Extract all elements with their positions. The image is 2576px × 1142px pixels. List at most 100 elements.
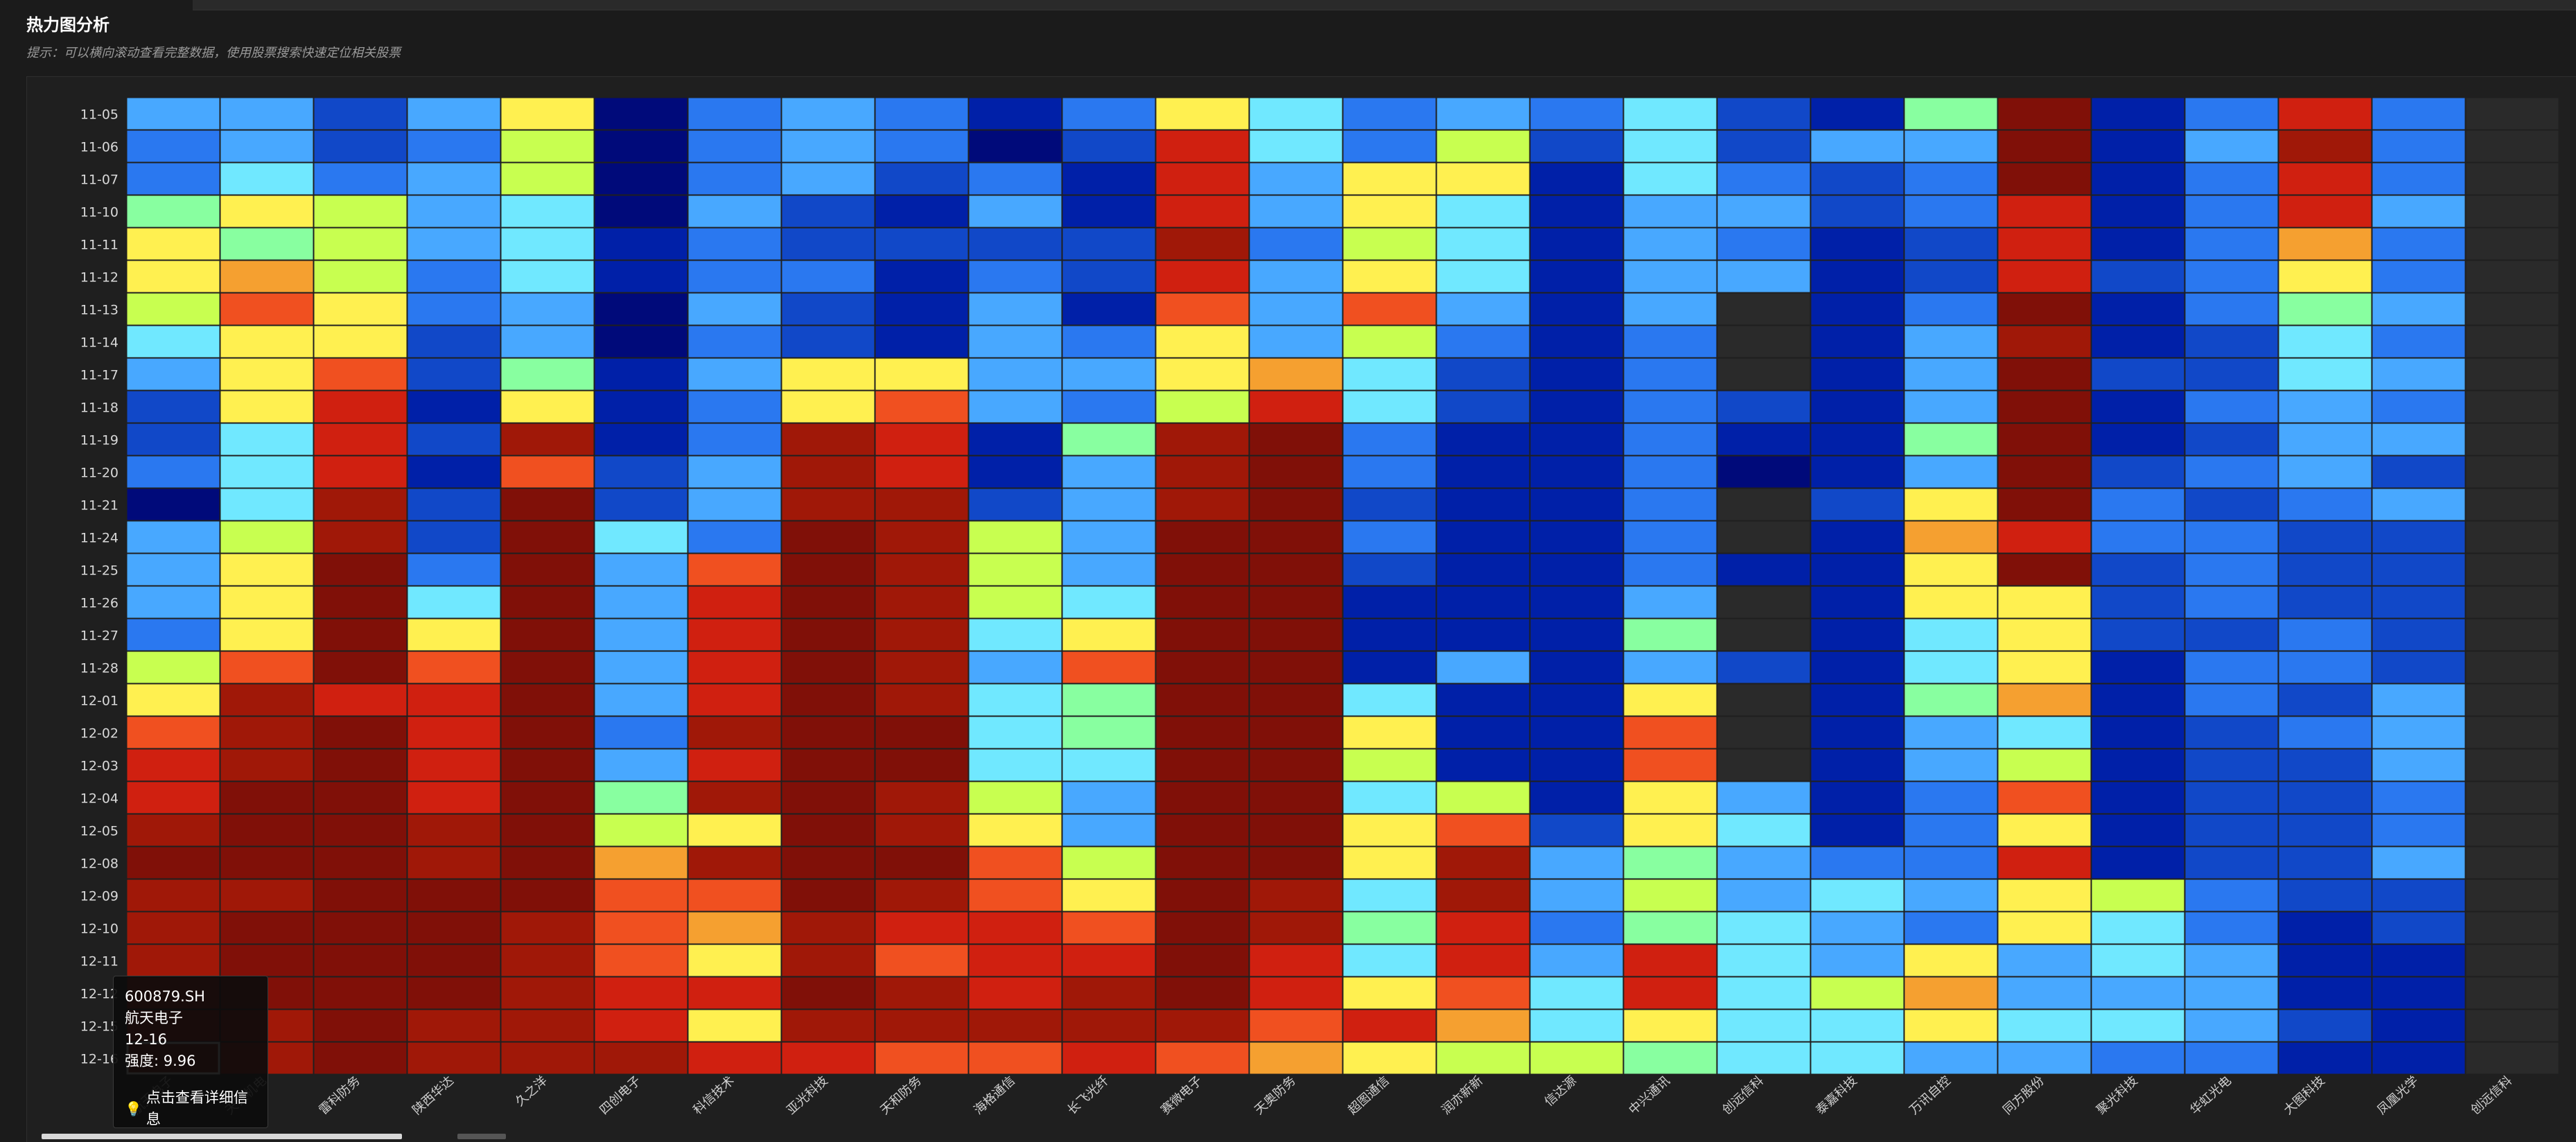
heatmap-cell[interactable] [1436, 260, 1530, 293]
heatmap-cell[interactable] [875, 1042, 969, 1075]
heatmap-cell[interactable] [1342, 976, 1437, 1010]
heatmap-cell[interactable] [126, 944, 220, 977]
heatmap-cell[interactable] [1062, 1042, 1156, 1075]
heatmap-cell[interactable] [1436, 390, 1530, 423]
heatmap-cell[interactable] [2184, 292, 2279, 326]
heatmap-cell[interactable] [1810, 683, 1904, 717]
heatmap-cell[interactable] [1623, 325, 1717, 358]
heatmap-cell[interactable] [781, 520, 875, 554]
heatmap-cell[interactable] [968, 130, 1062, 163]
heatmap-cell[interactable] [1623, 879, 1717, 912]
heatmap-cell[interactable] [2278, 455, 2372, 489]
heatmap-cell[interactable] [126, 423, 220, 456]
heatmap-cell[interactable] [875, 488, 969, 521]
heatmap-cell[interactable] [1810, 1042, 1904, 1075]
heatmap-cell[interactable] [594, 683, 688, 717]
heatmap-cell[interactable] [407, 390, 501, 423]
heatmap-cell[interactable] [126, 130, 220, 163]
heatmap-cell[interactable] [1623, 748, 1717, 782]
heatmap-cell[interactable] [2372, 716, 2466, 749]
heatmap-cell[interactable] [126, 292, 220, 326]
heatmap-cell[interactable] [407, 455, 501, 489]
heatmap-cell[interactable] [407, 260, 501, 293]
heatmap-cell[interactable] [1717, 292, 1811, 326]
heatmap-cell[interactable] [1810, 390, 1904, 423]
heatmap-cell[interactable] [1155, 911, 1250, 945]
heatmap-cell[interactable] [875, 520, 969, 554]
heatmap-cell[interactable] [1062, 260, 1156, 293]
heatmap-cell[interactable] [2465, 976, 2559, 1010]
heatmap-cell[interactable] [1623, 455, 1717, 489]
heatmap-cell[interactable] [2184, 488, 2279, 521]
heatmap-cell[interactable] [1436, 716, 1530, 749]
heatmap-cell[interactable] [1342, 781, 1437, 814]
heatmap-cell[interactable] [1062, 911, 1156, 945]
heatmap-cell[interactable] [781, 292, 875, 326]
heatmap-cell[interactable] [781, 879, 875, 912]
heatmap-cell[interactable] [2372, 97, 2466, 130]
heatmap-cell[interactable] [1810, 227, 1904, 261]
heatmap-cell[interactable] [1062, 292, 1156, 326]
heatmap-cell[interactable] [313, 227, 408, 261]
heatmap-cell[interactable] [1530, 553, 1624, 586]
heatmap-cell[interactable] [1436, 651, 1530, 684]
heatmap-cell[interactable] [1342, 1042, 1437, 1075]
heatmap-cell[interactable] [500, 325, 595, 358]
heatmap-cell[interactable] [875, 130, 969, 163]
heatmap-cell[interactable] [687, 944, 782, 977]
heatmap-cell[interactable] [2091, 390, 2185, 423]
heatmap-cell[interactable] [1436, 586, 1530, 619]
heatmap-cell[interactable] [2091, 618, 2185, 651]
heatmap-cell[interactable] [2465, 130, 2559, 163]
heatmap-cell[interactable] [1623, 488, 1717, 521]
heatmap-cell[interactable] [2091, 976, 2185, 1010]
heatmap-cell[interactable] [687, 423, 782, 456]
heatmap-cell[interactable] [2278, 130, 2372, 163]
heatmap-cell[interactable] [407, 716, 501, 749]
heatmap-cell[interactable] [1810, 781, 1904, 814]
heatmap-cell[interactable] [2465, 227, 2559, 261]
heatmap-cell[interactable] [781, 97, 875, 130]
heatmap-cell[interactable] [1623, 716, 1717, 749]
heatmap-cell[interactable] [1717, 162, 1811, 195]
heatmap-cell[interactable] [126, 162, 220, 195]
heatmap-cell[interactable] [2372, 618, 2466, 651]
heatmap-cell[interactable] [1436, 325, 1530, 358]
heatmap-cell[interactable] [313, 162, 408, 195]
heatmap-cell[interactable] [1436, 423, 1530, 456]
heatmap-cell[interactable] [2278, 814, 2372, 847]
heatmap-cell[interactable] [1062, 683, 1156, 717]
heatmap-cell[interactable] [500, 292, 595, 326]
heatmap-cell[interactable] [781, 325, 875, 358]
heatmap-cell[interactable] [687, 651, 782, 684]
heatmap-cell[interactable] [875, 227, 969, 261]
heatmap-cell[interactable] [2465, 97, 2559, 130]
heatmap-cell[interactable] [781, 911, 875, 945]
heatmap-cell[interactable] [1249, 358, 1343, 391]
heatmap-cell[interactable] [1997, 260, 2092, 293]
heatmap-cell[interactable] [2278, 1009, 2372, 1042]
heatmap-cell[interactable] [1155, 195, 1250, 228]
heatmap-cell[interactable] [1717, 520, 1811, 554]
heatmap-cell[interactable] [594, 520, 688, 554]
heatmap-cell[interactable] [1155, 976, 1250, 1010]
heatmap-cell[interactable] [594, 97, 688, 130]
heatmap-cell[interactable] [407, 97, 501, 130]
heatmap-cell[interactable] [1623, 911, 1717, 945]
heatmap-cell[interactable] [1249, 390, 1343, 423]
heatmap-cell[interactable] [2372, 748, 2466, 782]
heatmap-cell[interactable] [968, 260, 1062, 293]
heatmap-cell[interactable] [2091, 553, 2185, 586]
heatmap-cell[interactable] [1436, 879, 1530, 912]
heatmap-cell[interactable] [1717, 716, 1811, 749]
heatmap-cell[interactable] [126, 553, 220, 586]
heatmap-cell[interactable] [1062, 618, 1156, 651]
heatmap-cell[interactable] [1717, 748, 1811, 782]
heatmap-cell[interactable] [1249, 716, 1343, 749]
heatmap-cell[interactable] [2465, 292, 2559, 326]
heatmap-cell[interactable] [1623, 423, 1717, 456]
heatmap-cell[interactable] [875, 716, 969, 749]
heatmap-cell[interactable] [1623, 781, 1717, 814]
heatmap-cell[interactable] [1249, 488, 1343, 521]
heatmap-cell[interactable] [220, 97, 314, 130]
